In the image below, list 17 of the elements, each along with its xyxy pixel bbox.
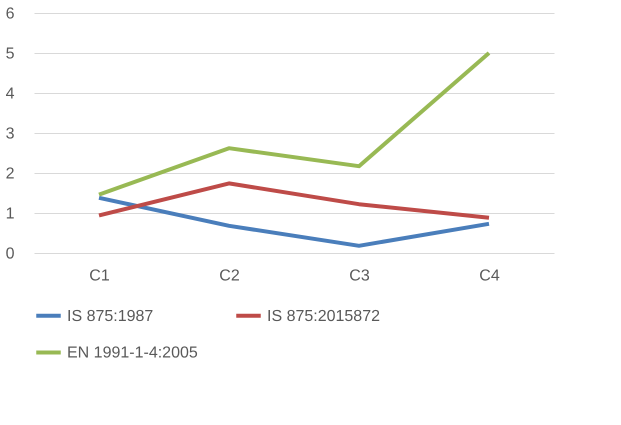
y-tick-label: 3: [6, 126, 15, 142]
legend-label: IS 875:2015872: [267, 308, 380, 325]
x-tick-label: C1: [89, 268, 110, 284]
y-tick-label: 6: [6, 6, 15, 22]
legend-label: IS 875:1987: [67, 308, 154, 325]
line-series: [97, 51, 491, 197]
line-series: [97, 196, 491, 248]
y-tick-label: 0: [6, 246, 15, 262]
legend-label: EN 1991-1-4:2005: [67, 344, 198, 362]
y-tick-label: 1: [6, 206, 15, 222]
y-tick-label: 5: [6, 46, 15, 62]
x-tick-label: C2: [219, 268, 240, 284]
x-tick-label: C4: [479, 268, 500, 284]
y-tick-label: 2: [6, 166, 15, 182]
y-tick-label: 4: [6, 86, 15, 102]
x-tick-label: C3: [349, 268, 370, 284]
line-series: [97, 181, 491, 220]
